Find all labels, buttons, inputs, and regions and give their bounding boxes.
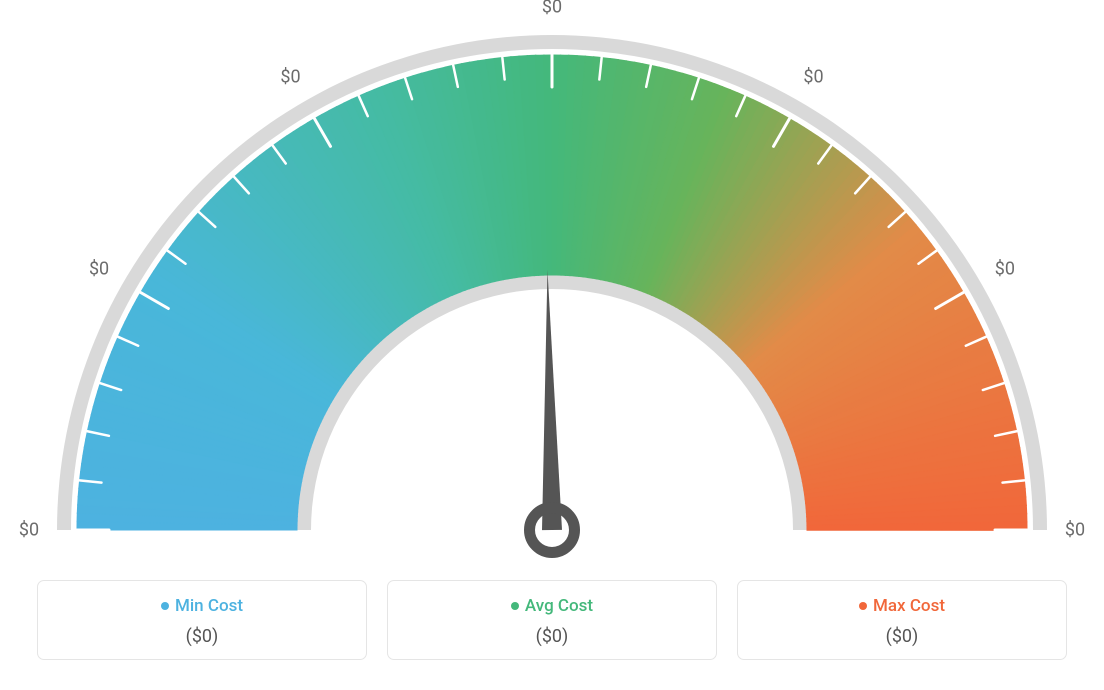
legend-row: Min Cost ($0) Avg Cost ($0) Max Cost ($0… (37, 580, 1067, 660)
legend-value-avg: ($0) (398, 626, 706, 647)
legend-label-max: Max Cost (873, 596, 945, 616)
gauge-needle (542, 270, 562, 530)
gauge-scale-label: $0 (542, 0, 562, 18)
legend-dot-min (161, 602, 169, 610)
legend-card-max: Max Cost ($0) (737, 580, 1067, 660)
legend-dot-max (859, 602, 867, 610)
gauge-scale-label: $0 (89, 258, 109, 279)
legend-card-min: Min Cost ($0) (37, 580, 367, 660)
legend-title-max: Max Cost (859, 596, 945, 616)
gauge-scale-label: $0 (19, 520, 39, 541)
legend-label-avg: Avg Cost (525, 596, 593, 616)
gauge-area: $0 $0 $0 $0 $0 $0 $0 (0, 0, 1104, 560)
gauge-svg (0, 0, 1104, 560)
gauge-scale-label: $0 (1065, 520, 1085, 541)
legend-dot-avg (511, 602, 519, 610)
gauge-chart-container: $0 $0 $0 $0 $0 $0 $0 Min Cost ($0) Avg Cost ($… (0, 0, 1104, 690)
legend-value-min: ($0) (48, 626, 356, 647)
legend-value-max: ($0) (748, 626, 1056, 647)
legend-card-avg: Avg Cost ($0) (387, 580, 717, 660)
gauge-scale-label: $0 (803, 67, 823, 88)
gauge-scale-label: $0 (280, 67, 300, 88)
gauge-scale-label: $0 (995, 258, 1015, 279)
legend-title-min: Min Cost (161, 596, 243, 616)
legend-title-avg: Avg Cost (511, 596, 593, 616)
legend-label-min: Min Cost (175, 596, 243, 616)
